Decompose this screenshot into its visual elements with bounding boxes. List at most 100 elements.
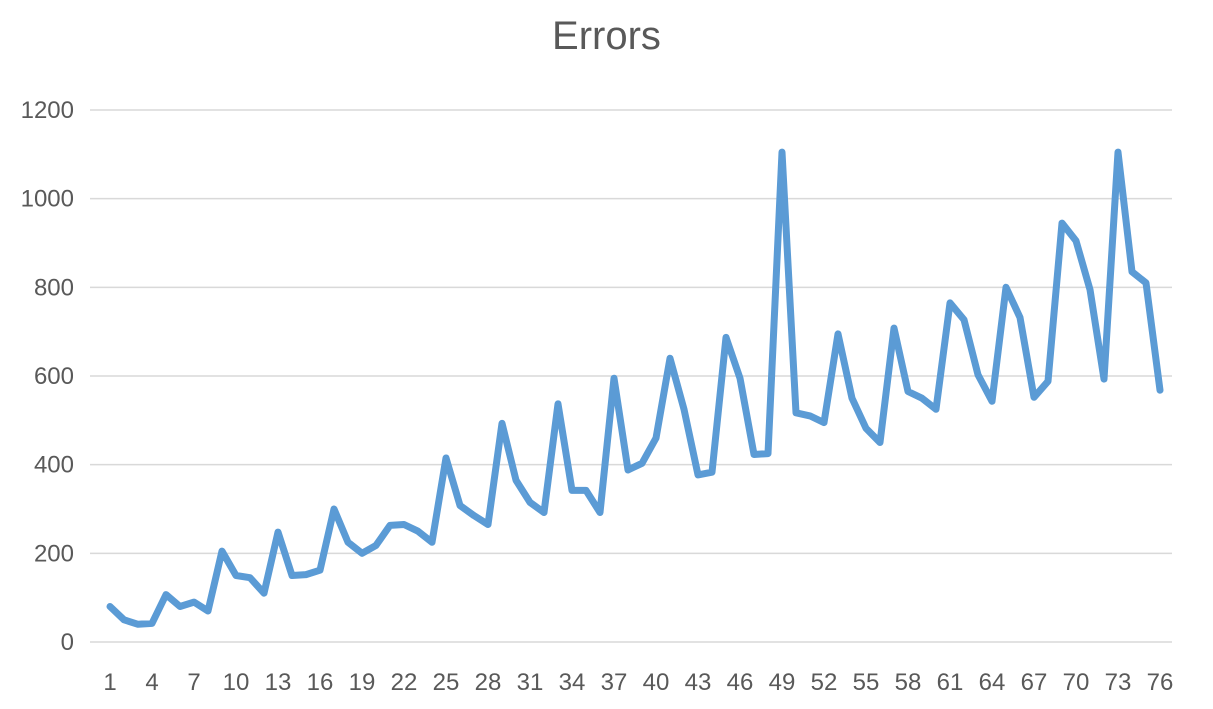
data-point [443,455,449,461]
data-point [415,528,421,534]
data-point [709,469,715,475]
data-point [303,572,309,578]
x-axis-tick-labels: 1 4 7 10 13 16 19 22 25 28 31 34 37 40 43 46 49 52 55 58 61 6… [103,669,1173,696]
data-point [653,435,659,441]
data-point [569,487,575,493]
y-axis-tick-labels: 0 200 400 600 800 1000 1200 [21,97,74,656]
data-point [513,477,519,483]
data-point [583,487,589,493]
data-point [163,592,169,598]
gridlines [90,109,1172,555]
data-point [485,522,491,528]
data-point [401,522,407,528]
data-point [849,395,855,401]
x-tick-label: 64 [979,669,1006,696]
data-point [471,513,477,519]
data-point [863,425,869,431]
x-tick-label: 61 [937,669,964,696]
x-tick-label: 43 [685,669,712,696]
data-point [247,575,253,581]
y-tick-label: 400 [34,452,74,479]
data-point [555,401,561,407]
data-point [457,502,463,508]
data-point [905,389,911,395]
x-tick-label: 40 [643,669,670,696]
data-point [877,440,883,446]
x-tick-label: 16 [307,669,334,696]
y-tick-label: 1000 [21,186,74,213]
data-point [737,375,743,381]
data-point [975,372,981,378]
x-tick-label: 70 [1063,669,1090,696]
data-point [835,331,841,337]
data-point [961,317,967,323]
data-point [177,604,183,610]
x-tick-label: 52 [811,669,838,696]
x-tick-label: 37 [601,669,628,696]
data-point [121,617,127,623]
series-line [106,148,1164,628]
data-point [821,420,827,426]
x-tick-label: 49 [769,669,796,696]
data-point [891,325,897,331]
data-point [793,410,799,416]
data-point [373,542,379,548]
x-tick-label: 31 [517,669,544,696]
data-point [765,451,771,457]
data-point [667,355,673,361]
x-tick-label: 28 [475,669,502,696]
data-point [1157,387,1163,393]
y-tick-label: 200 [34,540,74,567]
data-point [723,334,729,340]
data-point [541,510,547,516]
data-point [1059,220,1065,226]
data-point [611,375,617,381]
x-tick-label: 13 [265,669,292,696]
data-point [779,149,785,155]
data-point [107,604,113,610]
data-point [387,522,393,528]
x-tick-label: 1 [103,669,116,696]
data-point [289,573,295,579]
data-point [989,398,995,404]
y-tick-label: 600 [34,363,74,390]
data-point [135,621,141,627]
data-point [149,620,155,626]
data-point [1073,238,1079,244]
series [106,148,1164,628]
x-tick-label: 4 [145,669,158,696]
data-point [597,510,603,516]
data-point [345,539,351,545]
y-tick-label: 1200 [21,97,74,124]
data-point [1017,314,1023,320]
data-point [681,406,687,412]
data-point [807,413,813,419]
data-point [233,573,239,579]
x-tick-label: 34 [559,669,586,696]
data-point [1031,394,1037,400]
data-point [219,548,225,554]
y-tick-label: 800 [34,274,74,301]
x-tick-label: 73 [1105,669,1132,696]
data-point [639,460,645,466]
chart-title: Errors [552,14,661,58]
data-point [1003,284,1009,290]
data-point [359,550,365,556]
x-tick-label: 76 [1147,669,1174,696]
x-tick-label: 46 [727,669,754,696]
x-tick-label: 55 [853,669,880,696]
data-point [1087,287,1093,293]
data-point [527,499,533,505]
data-point [919,395,925,401]
x-tick-label: 22 [391,669,418,696]
y-tick-label: 0 [61,629,74,656]
data-point [191,599,197,605]
data-point [947,300,953,306]
data-point [1143,280,1149,286]
x-tick-label: 67 [1021,669,1048,696]
x-tick-label: 7 [187,669,200,696]
x-tick-label: 58 [895,669,922,696]
data-point [205,608,211,614]
x-tick-label: 10 [223,669,250,696]
